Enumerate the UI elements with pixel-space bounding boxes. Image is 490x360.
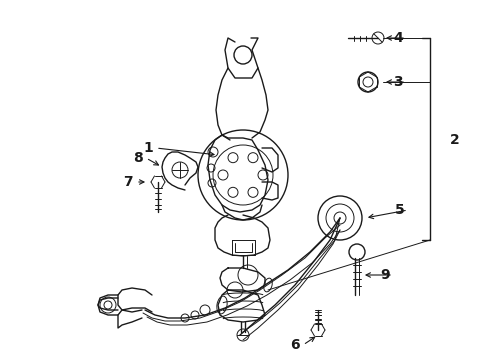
Text: 6: 6 (290, 338, 300, 352)
Text: 8: 8 (133, 151, 143, 165)
Text: 7: 7 (123, 175, 133, 189)
Text: 4: 4 (393, 31, 403, 45)
Text: 2: 2 (450, 133, 460, 147)
Text: 5: 5 (395, 203, 405, 217)
Text: 3: 3 (393, 75, 403, 89)
Text: 1: 1 (143, 141, 153, 155)
Text: 9: 9 (380, 268, 390, 282)
